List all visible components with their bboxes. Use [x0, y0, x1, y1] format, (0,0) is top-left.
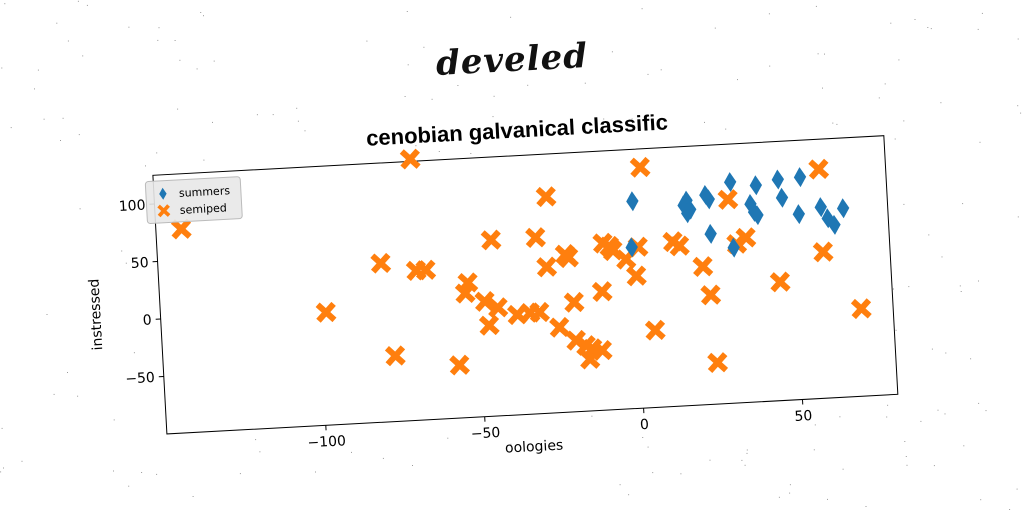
y-axis-label: instressed [86, 278, 106, 350]
point-semiped [525, 227, 546, 248]
plot-marks [170, 148, 872, 376]
legend-marker-summers [159, 187, 167, 200]
point-semiped [717, 189, 739, 210]
point-semiped [700, 284, 722, 306]
point-summers [702, 189, 715, 210]
point-semiped [735, 227, 757, 249]
legend-box [144, 176, 243, 225]
point-semiped [692, 256, 714, 277]
point-semiped [487, 297, 509, 319]
point-summers [793, 167, 807, 188]
point-semiped [415, 259, 437, 281]
point-semiped [474, 290, 496, 312]
point-semiped [812, 241, 834, 263]
point-semiped [563, 291, 585, 313]
point-semiped [549, 316, 570, 338]
point-semiped [370, 252, 392, 274]
plot-group: −100 −50 0 50 −50 0 50 100 cenobian galvanical … [86, 109, 899, 457]
point-summers [836, 198, 850, 219]
point-summers [626, 191, 639, 212]
point-semiped [558, 247, 579, 269]
x-tick-label: 0 [640, 417, 650, 433]
x-tick-label: 50 [794, 408, 813, 425]
point-summers [751, 205, 764, 226]
point-semiped [535, 186, 557, 208]
x-tick-label: −50 [470, 425, 500, 443]
point-semiped [536, 256, 558, 278]
chart-title: cenobian galvanical classific [366, 109, 669, 150]
y-tick-label: 0 [142, 312, 152, 328]
point-summers [681, 203, 694, 224]
point-summers [749, 175, 763, 196]
point-semiped [449, 354, 471, 376]
point-summers [775, 187, 789, 208]
point-semiped [669, 235, 690, 257]
x-tick-label: −100 [307, 433, 346, 451]
point-summers [625, 237, 638, 258]
y-tick-label: −50 [125, 370, 155, 388]
legend-label-semiped: semiped [179, 201, 227, 217]
point-summers [814, 197, 827, 218]
point-semiped [529, 301, 551, 323]
legend-marker-semiped [157, 204, 171, 218]
point-semiped [399, 148, 421, 170]
point-semiped [644, 319, 666, 341]
legend-label-summers: summers [179, 184, 231, 200]
point-semiped [315, 301, 337, 323]
point-semiped [478, 314, 500, 336]
point-summers [723, 172, 737, 193]
point-summers [727, 237, 740, 258]
point-semiped [384, 345, 406, 367]
x-axis-label: oologies [505, 438, 564, 457]
y-tick-label: 100 [118, 198, 146, 215]
point-semiped [808, 158, 830, 180]
point-summers [828, 214, 841, 235]
point-semiped [591, 281, 613, 303]
point-semiped [457, 272, 479, 294]
point-summers [771, 169, 785, 190]
point-semiped [626, 265, 647, 287]
axis-ticks: −100 −50 0 50 −50 0 50 100 [118, 198, 813, 452]
point-semiped [591, 339, 613, 361]
point-semiped [707, 352, 729, 374]
point-semiped [480, 229, 502, 251]
point-semiped [769, 271, 791, 293]
point-semiped [629, 156, 651, 178]
y-tick-label: 50 [130, 255, 149, 272]
point-semiped [170, 218, 192, 240]
point-semiped [850, 298, 872, 320]
point-summers [792, 204, 806, 225]
point-summers [704, 223, 717, 244]
